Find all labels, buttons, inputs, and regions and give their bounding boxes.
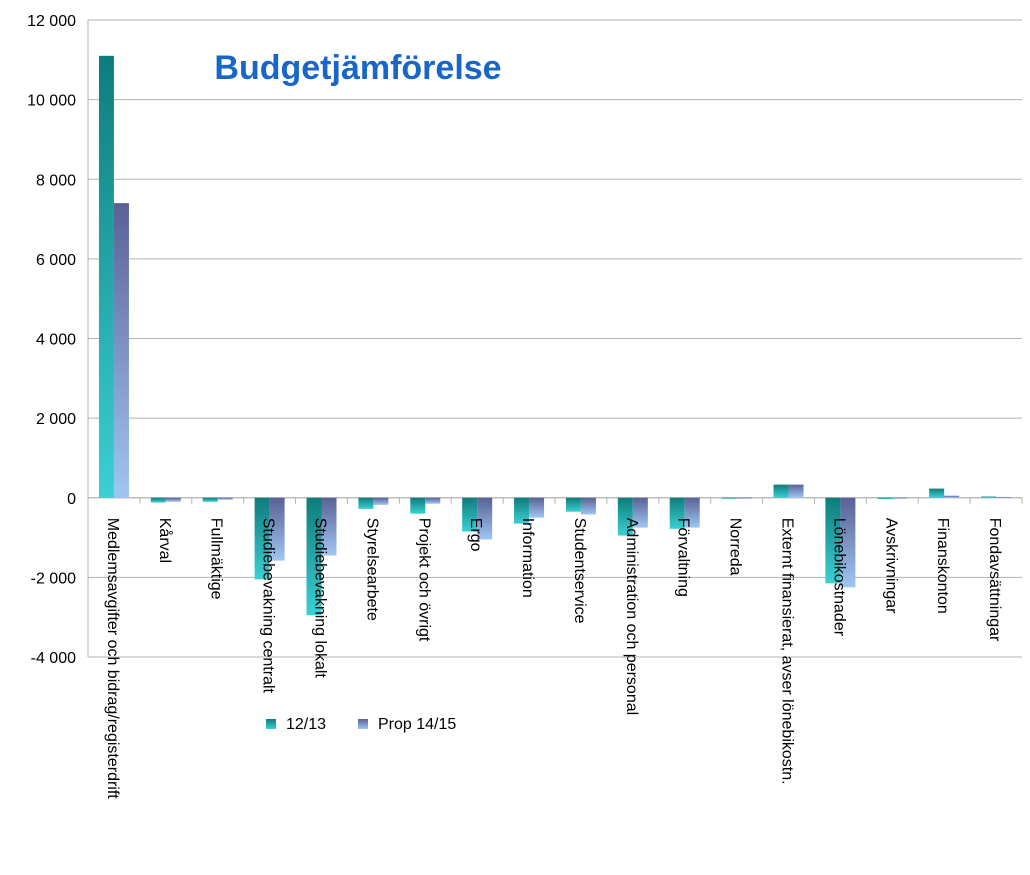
y-tick-label: 6 000 [36,252,76,269]
bar-series-1-0 [113,203,129,498]
bar-series-1-12 [736,497,752,499]
category-label: Förvaltning [675,518,692,597]
y-tick-label: 8 000 [36,172,76,189]
bar-series-0-6 [410,497,426,514]
bar-series-1-13 [788,484,804,498]
bar-series-0-0 [98,55,114,498]
bar-series-0-12 [721,497,737,499]
bar-series-0-13 [773,484,789,498]
bar-series-1-15 [892,497,908,499]
bar-series-1-14 [840,497,856,588]
category-label: Externt finansierat, avser lönebikostn. [779,518,796,785]
category-label: Fondavsättningar [986,518,1003,642]
bar-series-1-17 [996,496,1012,498]
bar-series-1-9 [580,497,596,515]
bar-series-1-5 [373,497,389,505]
category-labels: Medlemsavgifter och bidrag/registerdrift… [104,518,1003,800]
category-label: Administration och personal [623,518,640,715]
y-tick-label: 4 000 [36,332,76,349]
legend: 12/13 Prop 14/15 [266,716,456,733]
y-tick-label: 10 000 [27,93,76,110]
bar-series-0-2 [202,497,218,502]
legend-swatch-series-0 [266,719,276,729]
bar-series-1-16 [944,495,960,498]
y-tick-label: 2 000 [36,411,76,428]
category-label: Styrelsearbete [363,518,380,621]
category-label: Avskrivningar [882,518,899,614]
y-tick-label: 0 [67,491,76,508]
bar-series-0-11 [669,497,685,529]
category-label: Projekt och övrigt [415,518,432,642]
bar-series-1-3 [269,497,285,561]
category-label: Finanskonton [934,518,951,614]
bar-series-0-3 [254,497,270,580]
bar-series-0-7 [462,497,478,532]
category-label: Kårval [156,518,174,563]
y-tick-label: -2 000 [31,570,76,587]
bar-series-0-10 [617,497,633,536]
bar-series-1-4 [321,497,337,556]
axes [87,20,1023,657]
bar-series-0-5 [358,497,374,509]
bar-series-1-1 [165,497,181,502]
chart-title: Budgetjämförelse [214,49,501,87]
y-tick-label: -4 000 [31,650,76,667]
bar-series-0-14 [825,497,841,584]
bar-series-1-11 [684,497,700,528]
bar-series-1-8 [529,497,545,518]
y-tick-label: 12 000 [27,13,76,30]
bar-series-0-4 [306,497,322,616]
category-label: Fullmäktige [208,518,225,600]
bar-series-1-6 [425,497,441,504]
bar-series-0-8 [514,497,530,524]
category-label: Lönebikostnader [830,518,847,637]
legend-swatch-series-1 [358,719,368,729]
category-label: Studiebevakning centralt [260,518,277,694]
y-tick-labels: -4 000 -2 000 0 2 000 4 000 6 000 8 000 10 000 1… [27,13,76,667]
bar-series-0-9 [565,497,581,512]
bars [98,55,1012,616]
category-label: Studentservice [571,518,588,624]
bar-series-1-2 [217,497,233,500]
category-label: Medlemsavgifter och bidrag/registerdrift [104,518,121,800]
gridlines [88,19,1022,658]
legend-label-series-1: Prop 14/15 [378,716,456,733]
bar-series-1-10 [632,497,648,528]
legend-label-series-0: 12/13 [286,716,326,733]
bar-series-0-16 [929,488,945,498]
bar-series-1-7 [477,497,493,540]
category-label: Studiebevakning lokalt [312,518,329,679]
category-label: Ergo [467,518,484,552]
bar-series-0-17 [981,496,997,498]
bar-series-0-15 [877,497,893,499]
category-label: Norreda [727,518,744,576]
category-label: Information [519,518,536,598]
bar-series-0-1 [150,497,166,503]
